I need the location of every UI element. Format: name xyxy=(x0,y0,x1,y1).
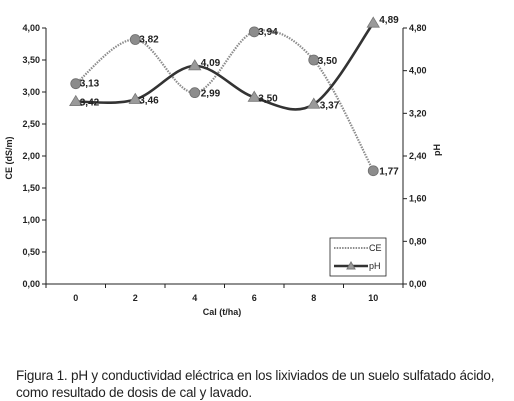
y-right-tick-label: 0,80 xyxy=(409,236,427,246)
legend-ph-label: pH xyxy=(369,261,381,271)
y-right-tick-label: 2,40 xyxy=(409,151,427,161)
ce-data-label: 3,82 xyxy=(139,35,159,46)
ce-point xyxy=(367,165,379,177)
ph-data-label: 3,37 xyxy=(320,100,340,111)
y-left-axis-title: CE (dS/m) xyxy=(4,136,14,179)
y-right-tick-label: 4,80 xyxy=(409,23,427,33)
y-left-tick-label: 1,00 xyxy=(22,215,40,225)
ce-point xyxy=(308,54,320,66)
y-left-tick-label: 0,00 xyxy=(22,279,40,289)
ce-data-label: 3,13 xyxy=(80,79,100,90)
legend-ce-label: CE xyxy=(369,243,382,253)
ce-data-label: 3,50 xyxy=(318,56,338,67)
chart: 0,00 0,50 1,00 1,50 2,00 2,50 3,00 3,50 4,00 0,00… xyxy=(4,15,442,317)
x-axis-title: Cal (t/ha) xyxy=(203,307,242,317)
ce-series-line xyxy=(75,29,375,172)
y-left-tick-label: 4,00 xyxy=(22,23,40,33)
data-labels: 3,13 3,82 2,99 3,94 3,50 1,77 3,42 3,46 4,09 3,50… xyxy=(80,15,399,178)
series-layer xyxy=(69,16,380,177)
y-right-tick-label: 0,00 xyxy=(409,279,427,289)
legend-box xyxy=(329,237,387,277)
legend: CE pH xyxy=(329,237,387,277)
ce-data-label: 3,94 xyxy=(258,27,278,38)
y-right-tick-label: 3,20 xyxy=(409,108,427,118)
y-left-tick-label: 1,50 xyxy=(22,183,40,193)
ph-point xyxy=(128,92,142,104)
y-right-tick-label: 1,60 xyxy=(409,194,427,204)
ce-data-label: 1,77 xyxy=(379,167,399,178)
ph-point xyxy=(188,59,202,71)
x-tick-label: 0 xyxy=(73,293,78,303)
figure-caption: Figura 1. pH y conductividad eléctrica e… xyxy=(16,368,495,400)
y-left-tick-label: 3,00 xyxy=(22,87,40,97)
y-left-tick-label: 0,50 xyxy=(22,247,40,257)
ph-point xyxy=(307,97,321,109)
ce-point xyxy=(248,26,260,38)
ce-point xyxy=(189,87,201,99)
x-tick-label: 6 xyxy=(252,293,257,303)
legend-ph-marker xyxy=(346,260,356,270)
x-tick-label: 2 xyxy=(133,293,138,303)
ce-point xyxy=(129,34,141,45)
ph-point xyxy=(247,90,261,102)
y-left-tick-label: 2,00 xyxy=(22,151,40,161)
y-left-tick-label: 3,50 xyxy=(22,55,40,65)
x-tick-label: 8 xyxy=(311,293,316,303)
y-left-tick-label: 2,50 xyxy=(22,119,40,129)
ce-point xyxy=(70,78,82,90)
ph-point xyxy=(366,16,380,28)
ph-data-label: 3,50 xyxy=(258,93,278,104)
axes: 0,00 0,50 1,00 1,50 2,00 2,50 3,00 3,50 4,00 0,00… xyxy=(22,23,426,303)
ce-data-label: 2,99 xyxy=(201,89,221,100)
y-right-tick-label: 4,00 xyxy=(409,66,427,76)
x-tick-label: 4 xyxy=(192,293,197,303)
ph-data-label: 3,46 xyxy=(139,95,159,106)
x-tick-label: 10 xyxy=(368,293,378,303)
ph-data-label: 4,89 xyxy=(379,15,399,26)
ph-data-label: 3,42 xyxy=(80,98,100,109)
ph-data-label: 4,09 xyxy=(201,58,221,69)
y-right-axis-title: pH xyxy=(432,144,442,156)
ph-point xyxy=(69,94,83,106)
